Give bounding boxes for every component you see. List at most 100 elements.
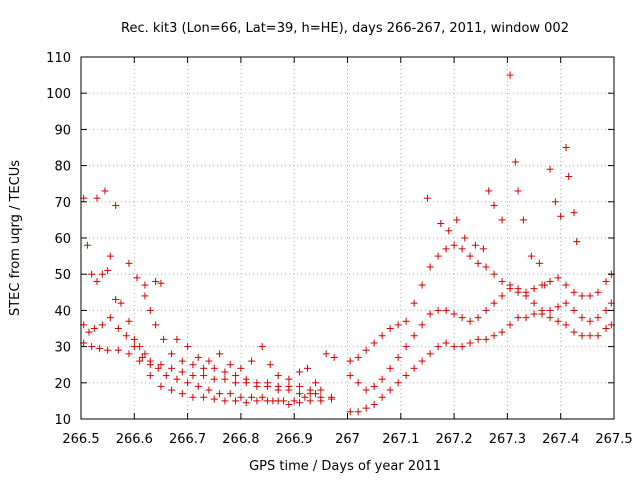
x-tick-label: 266.6: [116, 432, 153, 447]
x-tick-label: 267.1: [382, 432, 419, 447]
data-point: [237, 364, 245, 372]
data-point: [573, 238, 581, 246]
data-point: [301, 393, 309, 401]
data-point: [88, 343, 96, 351]
x-tick-label: 266.5: [62, 432, 99, 447]
data-point: [178, 357, 186, 365]
data-point: [184, 343, 192, 351]
data-point: [554, 274, 562, 282]
data-point: [122, 332, 130, 340]
data-point: [570, 209, 578, 217]
data-point: [189, 372, 197, 380]
x-tick-label: 266.8: [222, 432, 259, 447]
data-point: [370, 401, 378, 409]
data-point: [602, 325, 610, 332]
data-point: [290, 397, 298, 405]
data-point: [253, 379, 261, 387]
data-point: [274, 397, 282, 405]
data-point: [498, 277, 506, 285]
data-point: [114, 346, 122, 354]
data-point: [541, 281, 549, 289]
data-point: [173, 375, 181, 383]
data-point: [514, 314, 522, 322]
data-point: [93, 194, 101, 202]
data-point: [546, 277, 554, 285]
data-point: [362, 386, 370, 394]
data-point: [522, 314, 530, 322]
data-point: [394, 379, 402, 387]
data-point: [346, 408, 354, 416]
data-point: [266, 361, 274, 369]
data-point: [565, 172, 573, 180]
grid: [81, 57, 614, 419]
data-point: [506, 281, 514, 289]
data-point: [264, 397, 272, 405]
data-point: [274, 382, 282, 390]
data-point: [471, 241, 479, 249]
chart-title: Rec. kit3 (Lon=66, Lat=39, h=HE), days 2…: [121, 21, 569, 36]
data-point: [194, 382, 202, 390]
data-point: [570, 328, 578, 336]
data-point: [178, 368, 186, 376]
data-point: [474, 314, 482, 322]
data-point: [138, 353, 146, 361]
data-point: [450, 310, 458, 318]
data-point: [221, 397, 229, 405]
data-point: [594, 314, 602, 322]
y-tick-label: 90: [54, 123, 71, 138]
data-point: [330, 353, 338, 361]
data-point: [506, 321, 514, 329]
axis-ticks: [80, 56, 615, 420]
x-tick-labels: 266.5 266.6 266.7 266.8 266.9 267 267.1 267.2 26…: [62, 432, 632, 447]
data-point: [232, 372, 240, 380]
data-point: [346, 372, 354, 380]
data-point: [538, 306, 546, 314]
data-point: [445, 227, 453, 235]
data-point: [146, 306, 154, 314]
data-point: [98, 270, 106, 278]
x-tick-label: 266.9: [276, 432, 313, 447]
data-point: [519, 216, 527, 224]
y-axis-label: STEC from uqrg / TECUs: [8, 160, 23, 316]
data-point: [221, 375, 229, 383]
data-point: [466, 317, 474, 325]
data-point: [426, 310, 434, 318]
data-point: [578, 292, 586, 300]
data-point: [370, 339, 378, 347]
data-point: [106, 314, 114, 322]
data-point: [402, 372, 410, 380]
data-point: [386, 325, 394, 332]
data-point: [104, 267, 112, 275]
data-point: [514, 285, 522, 293]
data-point: [152, 277, 160, 285]
data-point: [418, 357, 426, 365]
data-point: [442, 306, 450, 314]
data-point: [157, 382, 165, 390]
data-point: [178, 390, 186, 398]
data-point: [458, 314, 466, 322]
data-point: [106, 252, 114, 260]
data-point: [88, 270, 96, 278]
data-point: [482, 306, 490, 314]
data-point: [410, 364, 418, 372]
data-point: [114, 325, 122, 332]
data-point: [264, 379, 272, 387]
data-point: [258, 343, 266, 351]
data-point: [453, 216, 461, 224]
data-point: [189, 361, 197, 369]
data-point: [157, 279, 165, 287]
data-point: [450, 241, 458, 249]
data-point: [306, 386, 314, 394]
data-point: [527, 252, 535, 260]
data-point: [285, 375, 293, 383]
data-point: [410, 299, 418, 307]
x-tick-label: 267.4: [542, 432, 579, 447]
data-point: [296, 390, 304, 398]
data-point: [317, 386, 325, 394]
data-point: [426, 263, 434, 271]
data-point: [258, 393, 266, 401]
data-point: [586, 317, 594, 325]
data-point: [232, 397, 240, 405]
data-point: [312, 379, 320, 387]
data-point: [490, 201, 498, 209]
